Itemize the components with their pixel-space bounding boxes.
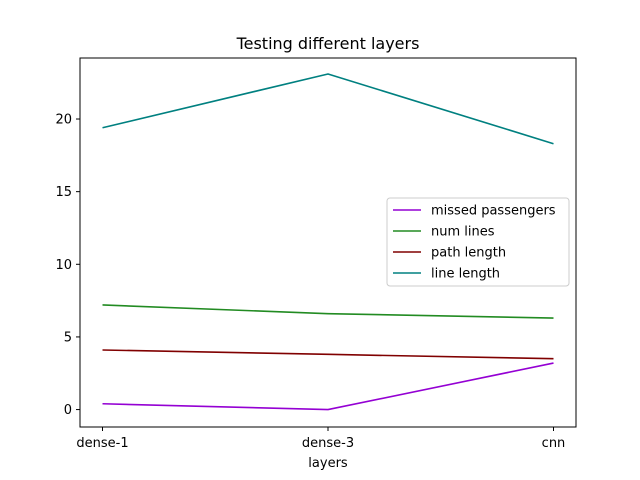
x-axis-label: layers: [308, 456, 348, 471]
x-tick-label: dense-3: [302, 436, 354, 451]
legend: missed passengers num lines path length lin…: [386, 197, 570, 287]
y-axis-ticks: 0 5 10 15 20: [55, 113, 80, 418]
legend-label: line length: [431, 267, 500, 282]
x-axis-ticks: dense-1 dense-3 cnn: [76, 427, 565, 451]
y-tick-label: 5: [64, 330, 72, 345]
chart-title: Testing different layers: [236, 34, 420, 53]
y-tick-label: 10: [55, 258, 72, 273]
legend-box: [386, 197, 570, 287]
series-line-3: [102, 73, 554, 145]
y-tick-label: 15: [55, 185, 72, 200]
y-tick-label: 0: [64, 403, 72, 418]
y-tick-label: 20: [55, 113, 72, 128]
legend-label: path length: [431, 246, 506, 261]
x-tick-label: dense-1: [76, 436, 128, 451]
series-line-1: [102, 304, 554, 319]
legend-label: missed passengers: [431, 204, 556, 219]
legend-label: num lines: [431, 225, 495, 240]
plot-lines: [102, 73, 554, 411]
series-line-0: [102, 362, 554, 411]
series-line-2: [102, 349, 554, 360]
x-tick-label: cnn: [542, 436, 566, 451]
